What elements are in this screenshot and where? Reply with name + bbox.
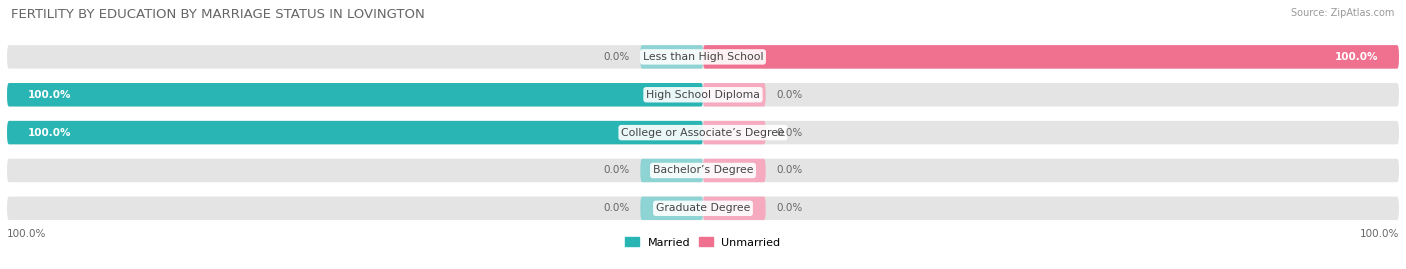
Text: College or Associate’s Degree: College or Associate’s Degree — [621, 128, 785, 138]
Text: FERTILITY BY EDUCATION BY MARRIAGE STATUS IN LOVINGTON: FERTILITY BY EDUCATION BY MARRIAGE STATU… — [11, 8, 425, 21]
FancyBboxPatch shape — [640, 159, 703, 182]
FancyBboxPatch shape — [703, 45, 1399, 69]
Text: Source: ZipAtlas.com: Source: ZipAtlas.com — [1291, 8, 1395, 18]
Text: Bachelor’s Degree: Bachelor’s Degree — [652, 165, 754, 175]
Text: 100.0%: 100.0% — [7, 229, 46, 239]
Text: 0.0%: 0.0% — [603, 203, 630, 213]
FancyBboxPatch shape — [640, 45, 703, 69]
Text: 100.0%: 100.0% — [1360, 229, 1399, 239]
FancyBboxPatch shape — [703, 83, 766, 107]
Text: 0.0%: 0.0% — [603, 52, 630, 62]
FancyBboxPatch shape — [7, 121, 1399, 144]
FancyBboxPatch shape — [703, 197, 766, 220]
Text: Graduate Degree: Graduate Degree — [655, 203, 751, 213]
FancyBboxPatch shape — [703, 121, 766, 144]
Text: 100.0%: 100.0% — [28, 128, 72, 138]
FancyBboxPatch shape — [7, 121, 703, 144]
Legend: Married, Unmarried: Married, Unmarried — [626, 237, 780, 247]
Text: 0.0%: 0.0% — [776, 90, 803, 100]
Text: High School Diploma: High School Diploma — [647, 90, 759, 100]
Text: 0.0%: 0.0% — [776, 128, 803, 138]
FancyBboxPatch shape — [7, 45, 1399, 69]
Text: 100.0%: 100.0% — [28, 90, 72, 100]
FancyBboxPatch shape — [7, 83, 1399, 107]
Text: 100.0%: 100.0% — [1334, 52, 1378, 62]
FancyBboxPatch shape — [7, 83, 703, 107]
FancyBboxPatch shape — [7, 197, 1399, 220]
FancyBboxPatch shape — [7, 159, 1399, 182]
FancyBboxPatch shape — [640, 197, 703, 220]
Text: 0.0%: 0.0% — [603, 165, 630, 175]
Text: Less than High School: Less than High School — [643, 52, 763, 62]
Text: 0.0%: 0.0% — [776, 165, 803, 175]
Text: 0.0%: 0.0% — [776, 203, 803, 213]
FancyBboxPatch shape — [703, 159, 766, 182]
